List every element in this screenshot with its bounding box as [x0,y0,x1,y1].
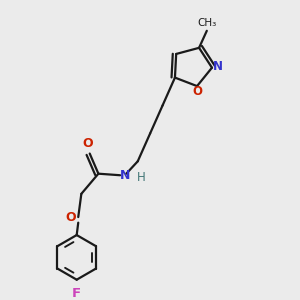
Text: CH₃: CH₃ [197,18,216,28]
Text: F: F [72,287,81,300]
Text: O: O [65,211,76,224]
Text: O: O [82,137,92,150]
Text: N: N [119,169,130,182]
Text: N: N [212,60,223,73]
Text: O: O [193,85,203,98]
Text: H: H [136,171,145,184]
